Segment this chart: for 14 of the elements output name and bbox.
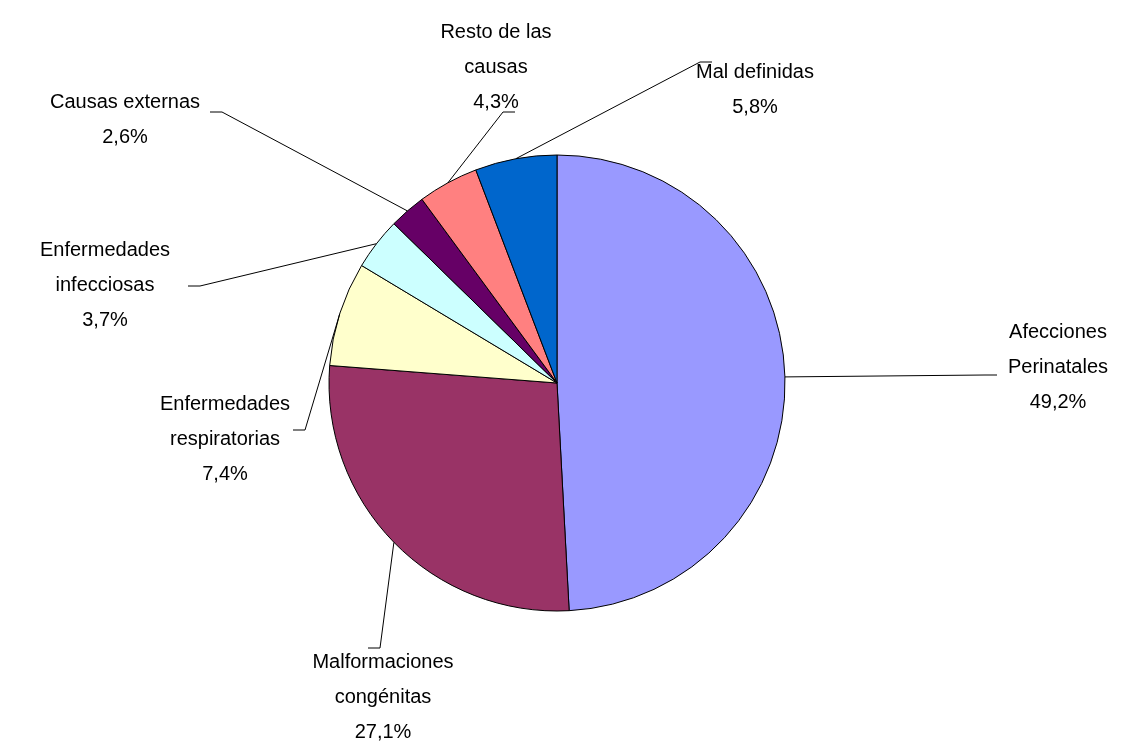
data-label: 7,4% bbox=[202, 462, 249, 484]
data-label: 2,6% bbox=[102, 125, 149, 147]
slice-label: Mal definidas bbox=[696, 60, 814, 82]
slice-label: Causas externas bbox=[49, 90, 201, 112]
slice-label: Enfermedades respiratorias bbox=[159, 392, 291, 449]
data-label: 5,8% bbox=[732, 95, 779, 117]
slice-label: Enfermedades infecciosas bbox=[39, 238, 171, 295]
slice-label: Afecciones Perinatales bbox=[1007, 320, 1109, 377]
slice-label: Malformaciones congénitas bbox=[312, 650, 454, 707]
data-label: 49,2% bbox=[1029, 390, 1087, 412]
data-label: 4,3% bbox=[473, 90, 520, 112]
data-label: 27,1% bbox=[354, 720, 412, 742]
data-label: 3,7% bbox=[82, 308, 129, 330]
slice-label: Resto de las causas bbox=[440, 20, 552, 77]
